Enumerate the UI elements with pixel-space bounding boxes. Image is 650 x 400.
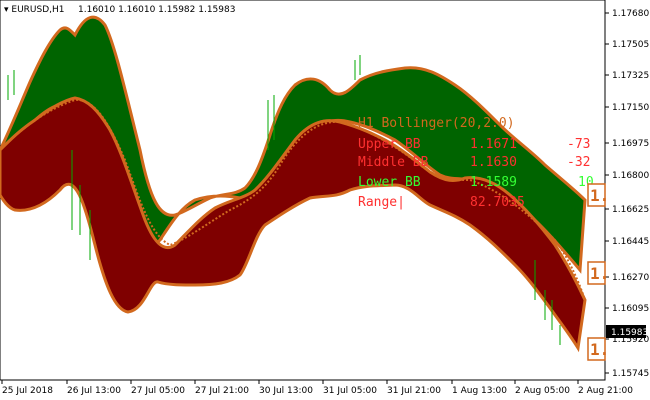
upper-bb-label: Upper BB (358, 137, 421, 152)
time-axis-label: 25 Jul 2018 (2, 386, 53, 396)
price-axis-label: 1.17680 (612, 9, 649, 19)
middle-band-end-label: 1. (590, 264, 609, 283)
price-axis-label: 1.16975 (612, 139, 649, 149)
time-axis-label: 2 Aug 21:00 (578, 386, 633, 396)
time-axis-label: 1 Aug 13:00 (452, 386, 507, 396)
time-axis-label: 31 Jul 05:00 (323, 386, 377, 396)
indicator-title: H1 Bollinger(20,2.0) (358, 116, 515, 131)
price-axis-label: 1.15920 (612, 335, 649, 345)
middle-bb-change: -32 (567, 155, 590, 170)
upper-bb-value: 1.1671 (470, 137, 517, 152)
time-axis-label: 27 Jul 21:00 (195, 386, 249, 396)
middle-bb-label: Middle BB (358, 155, 429, 170)
upper-band-end-box (587, 183, 606, 207)
lower-bb-label: Lower BB (358, 175, 421, 190)
lower-bollinger-band (0, 96, 587, 353)
time-axis-label: 30 Jul 13:00 (259, 386, 313, 396)
price-axis-label: 1.17150 (612, 103, 649, 113)
upper-band-end-label: 1. (590, 186, 609, 205)
current-price-label: 1.15983 (611, 328, 648, 338)
time-axis-label: 26 Jul 13:00 (67, 386, 121, 396)
price-axis-labels: 1.17680 1.17505 1.17325 1.17150 1.16975 1.168… (605, 9, 649, 379)
time-axis-labels: 25 Jul 2018 26 Jul 13:00 27 Jul 05:00 27 Ju… (1, 380, 633, 396)
time-axis-label: 27 Jul 05:00 (131, 386, 185, 396)
middle-band-end-box (587, 261, 606, 285)
chart-title-symbol: ▾ EURUSD,H1 (4, 5, 65, 15)
lower-bb-value: 1.1589 (470, 175, 517, 190)
price-axis-label: 1.17505 (612, 40, 649, 50)
price-axis-label: 1.16270 (612, 273, 649, 283)
upper-bb-change: -73 (567, 137, 590, 152)
chart-title-ohlc: 1.16010 1.16010 1.15982 1.15983 (78, 5, 235, 15)
time-axis-label: 2 Aug 05:00 (515, 386, 570, 396)
price-axis-label: 1.16445 (612, 237, 649, 247)
current-price-marker (606, 325, 646, 338)
middle-bollinger-line (0, 98, 586, 301)
middle-bb-value: 1.1630 (470, 155, 517, 170)
lower-band-end-label: 1. (590, 340, 609, 359)
time-axis-label: 31 Jul 21:00 (387, 386, 441, 396)
range-value: 82.7035 (470, 195, 525, 210)
price-axis-label: 1.16625 (612, 205, 649, 215)
candle-wicks (7, 55, 561, 345)
price-axis-label: 1.17325 (612, 71, 649, 81)
price-axis-label: 1.15745 (612, 369, 649, 379)
range-label: Range| (358, 195, 405, 210)
price-axis-label: 1.16095 (612, 304, 649, 314)
price-axis-label: 1.16800 (612, 171, 649, 181)
lower-band-end-box (587, 337, 606, 361)
